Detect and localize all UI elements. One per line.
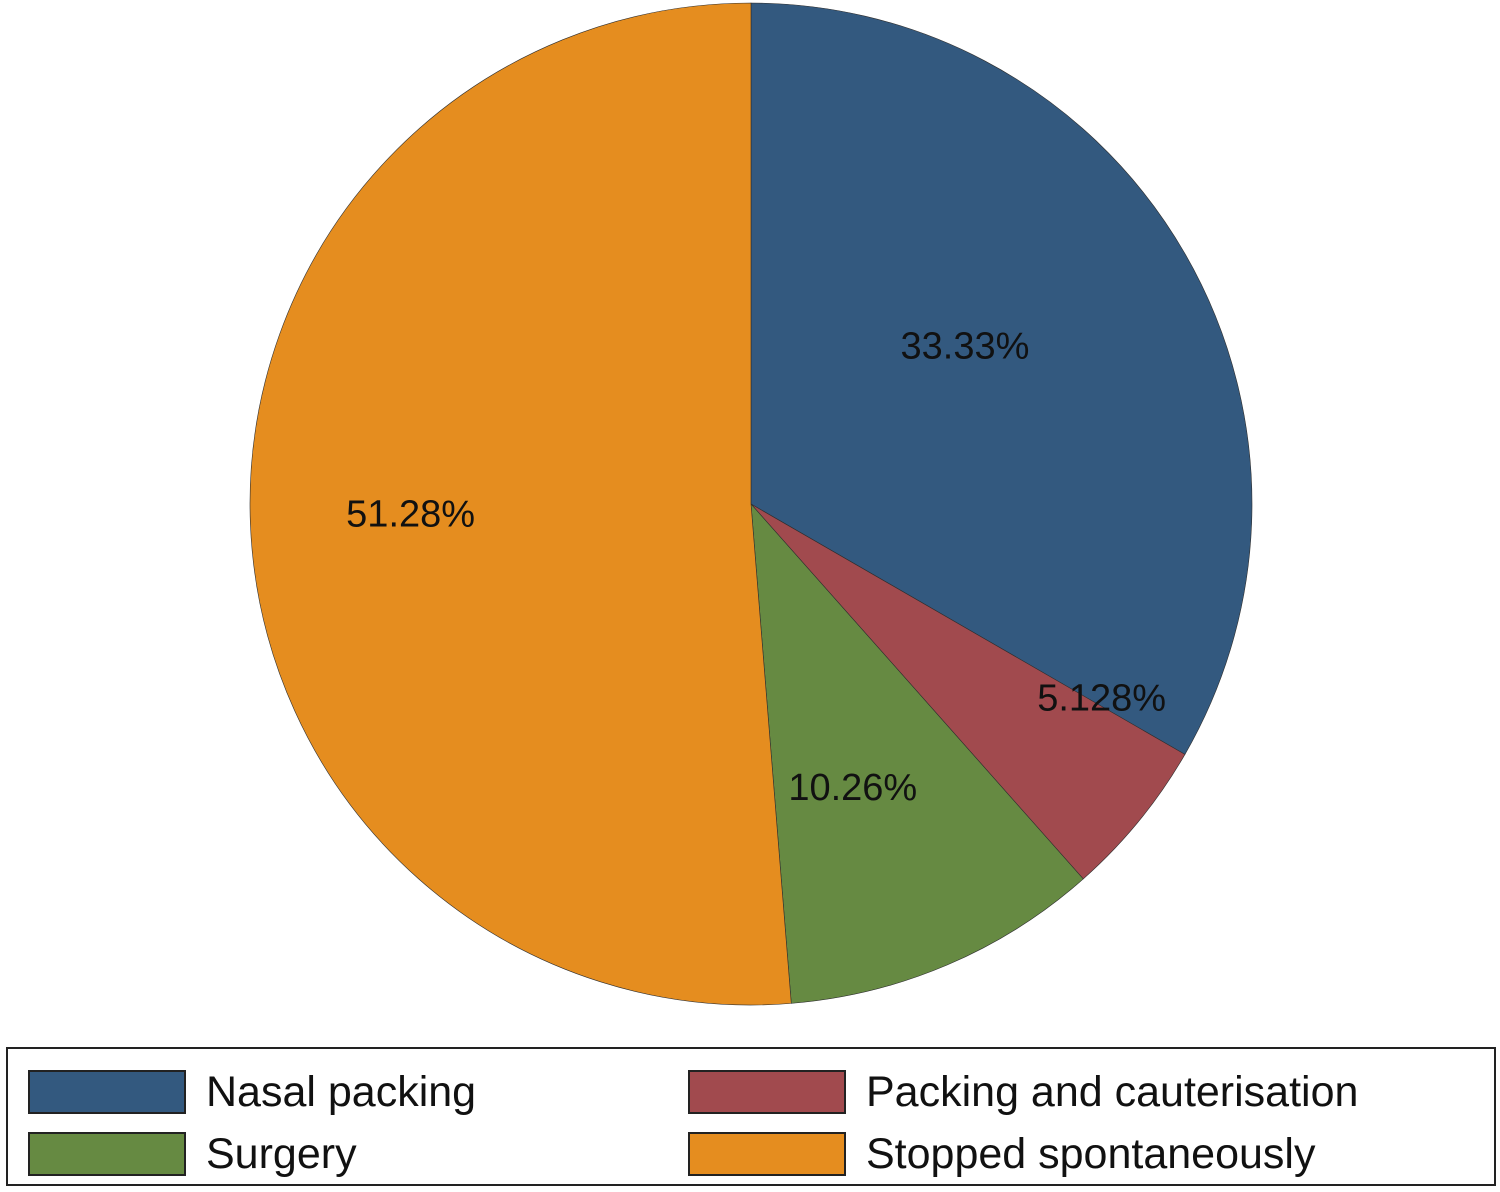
legend-label-surgery: Surgery <box>206 1129 357 1178</box>
legend-label-stopped-spontaneously: Stopped spontaneously <box>866 1129 1316 1178</box>
pie-slice-nasal-packing <box>750 2 1253 755</box>
legend-entry-nasal-packing: Nasal packing <box>28 1067 476 1117</box>
legend-entry-stopped-spontaneously: Stopped spontaneously <box>688 1129 1315 1179</box>
pie-slice-label-surgery: 10.26% <box>788 767 917 809</box>
pie-slice-label-packing-and-cauterisation: 5.128% <box>1037 677 1166 719</box>
legend-swatch-surgery <box>28 1132 186 1176</box>
legend-swatch-packing-and-cauterisation <box>688 1070 846 1114</box>
legend-swatch-stopped-spontaneously <box>688 1132 846 1176</box>
legend-swatch-nasal-packing <box>28 1070 186 1114</box>
legend-entry-packing-and-cauterisation: Packing and cauterisation <box>688 1067 1358 1117</box>
pie-slice-stopped-spontaneously <box>249 2 792 1006</box>
pie-slice-packing-and-cauterisation <box>750 503 1186 880</box>
pie-slice-label-nasal-packing: 33.33% <box>901 326 1030 368</box>
legend-entry-surgery: Surgery <box>28 1129 357 1179</box>
legend-label-nasal-packing: Nasal packing <box>206 1067 477 1116</box>
pie-slice-labels: 33.33% 5.128% 10.26% 51.28% <box>346 326 1166 809</box>
pie-chart: 33.33% 5.128% 10.26% 51.28% <box>249 2 1253 1006</box>
legend-label-packing-and-cauterisation: Packing and cauterisation <box>866 1067 1359 1116</box>
pie-slices <box>249 2 1253 1006</box>
pie-slice-label-stopped-spontaneously: 51.28% <box>346 494 475 536</box>
pie-slice-surgery <box>750 503 1084 1004</box>
chart-legend: Nasal packing Packing and cauterisation … <box>6 1047 1496 1186</box>
